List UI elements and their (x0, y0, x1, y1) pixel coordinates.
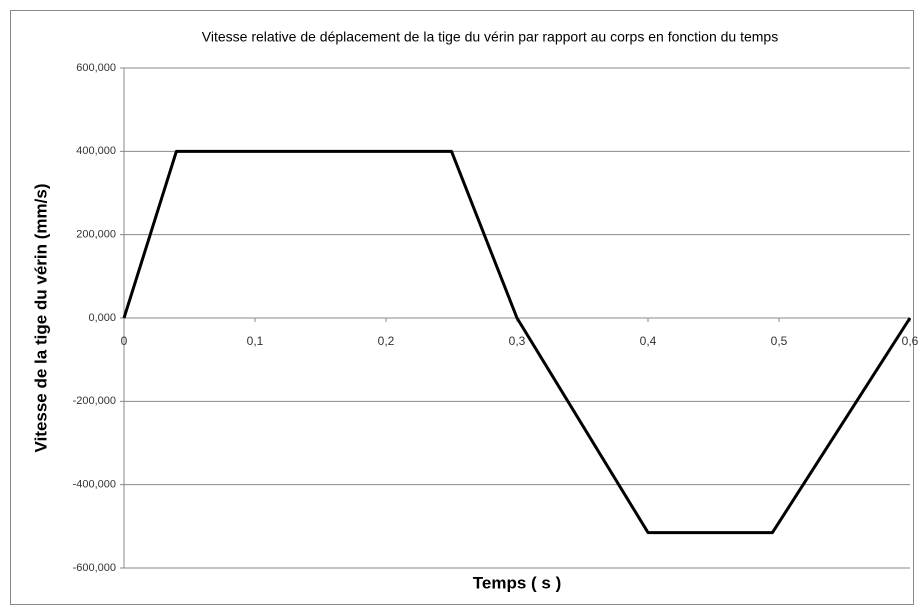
y-tick-label: 400,000 (76, 145, 116, 157)
y-tick-label: 600,000 (76, 62, 116, 74)
x-tick-label: 0,5 (771, 334, 788, 348)
x-axis-title: Temps ( s ) (473, 573, 561, 592)
x-tick-label: 0,4 (640, 334, 657, 348)
y-axis-title: Vitesse de la tige du vérin (mm/s) (31, 184, 50, 453)
y-tick-label: -200,000 (73, 395, 116, 407)
chart-frame (10, 10, 914, 605)
x-tick-label: 0,6 (902, 334, 919, 348)
data-line (122, 149, 912, 535)
chart-title: Vitesse relative de déplacement de la ti… (202, 29, 778, 45)
x-tick-label: 0,1 (247, 334, 264, 348)
y-tick-label: 0,000 (88, 312, 116, 324)
x-tick-label: 0 (121, 334, 128, 348)
x-tick-label: 0,3 (509, 334, 526, 348)
y-tick-label: 200,000 (76, 229, 116, 241)
y-tick-label: -600,000 (73, 562, 116, 574)
y-tick-label: -400,000 (73, 479, 116, 491)
x-tick-label: 0,2 (378, 334, 395, 348)
